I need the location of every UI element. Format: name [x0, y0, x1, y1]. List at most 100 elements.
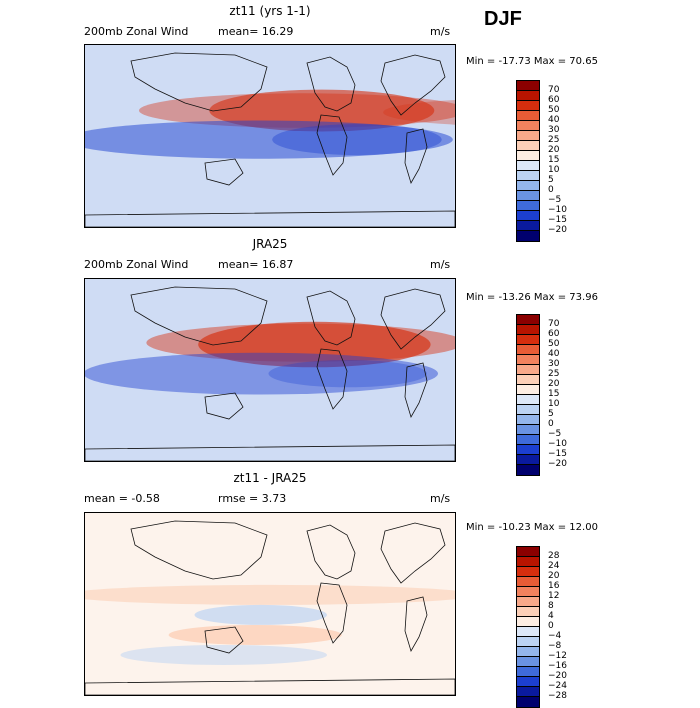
colorbar-swatch: [517, 345, 539, 355]
colorbar-tick-label: −20: [548, 671, 567, 681]
colorbar-swatch: [517, 465, 539, 475]
colorbar-swatch: [517, 81, 539, 91]
panel-title: zt11 - JRA25: [233, 471, 307, 485]
colorbar-tick-label: 20: [548, 571, 560, 581]
coastline: [316, 348, 348, 410]
colorbar-tick-label: 30: [548, 125, 560, 135]
min-max-label: Min = -10.23 Max = 12.00: [466, 522, 598, 533]
coastline: [130, 52, 268, 112]
mean-value: mean = -0.58: [84, 492, 160, 505]
colorbar-tick-label: −28: [548, 691, 567, 701]
coastline: [306, 290, 356, 346]
colorbar-tick-label: 10: [548, 399, 560, 409]
colorbar-tick-label: 50: [548, 105, 560, 115]
colorbar-swatch: [517, 445, 539, 455]
colorbar-swatch: [517, 405, 539, 415]
mean-value: mean= 16.29: [218, 25, 294, 38]
min-max-label: Min = -17.73 Max = 70.65: [466, 56, 598, 67]
colorbar-swatch: [517, 425, 539, 435]
colorbar-swatch: [517, 141, 539, 151]
colorbar-tick-label: −8: [548, 641, 562, 651]
colorbar-swatch: [517, 131, 539, 141]
units-label: m/s: [430, 492, 451, 505]
map-svg: [85, 279, 455, 461]
coastline: [130, 286, 268, 346]
rmse-value: rmse = 3.73: [218, 492, 287, 505]
wind-band: [120, 644, 327, 665]
colorbar-tick-label: 8: [548, 601, 554, 611]
colorbar-tick-label: −4: [548, 631, 562, 641]
colorbar-swatch: [517, 577, 539, 587]
colorbar-tick-label: 50: [548, 339, 560, 349]
colorbar-tick-label: −10: [548, 439, 567, 449]
colorbar-swatch: [517, 171, 539, 181]
colorbar-swatch: [517, 231, 539, 241]
colorbar-swatch: [517, 201, 539, 211]
colorbar-tick-label: −20: [548, 225, 567, 235]
colorbar-swatch: [517, 385, 539, 395]
colorbar-labels: 70 60 50 40 30 25 20 15 10 5 0 −5 −10 −15 −20: [548, 319, 567, 469]
wind-band: [85, 352, 438, 395]
colorbar-swatch: [517, 455, 539, 465]
colorbar-tick-label: 0: [548, 185, 554, 195]
map-plot: [84, 44, 456, 228]
colorbar-tick-label: −24: [548, 681, 567, 691]
colorbar-tick-label: −12: [548, 651, 567, 661]
colorbar-swatch: [517, 697, 539, 707]
colorbar-swatch: [517, 211, 539, 221]
colorbar-tick-label: 25: [548, 369, 560, 379]
colorbar-tick-label: −15: [548, 449, 567, 459]
colorbar-swatch: [517, 657, 539, 667]
colorbar-tick-label: 16: [548, 581, 560, 591]
colorbar-tick-label: 24: [548, 561, 560, 571]
panel-title: JRA25: [252, 237, 288, 251]
colorbar-swatch: [517, 365, 539, 375]
colorbar-swatch: [517, 121, 539, 131]
wind-band: [168, 624, 342, 645]
colorbar-swatch: [517, 315, 539, 325]
coastline: [380, 522, 446, 584]
field-label: 200mb Zonal Wind: [84, 258, 189, 271]
colorbar-labels: 70 60 50 40 30 25 20 15 10 5 0 −5 −10 −15 −20: [548, 85, 567, 235]
colorbar-swatch: [517, 587, 539, 597]
map-background: [85, 279, 455, 461]
colorbar-tick-label: −16: [548, 661, 567, 671]
colorbar-tick-label: −5: [548, 429, 562, 439]
coastline: [380, 54, 446, 116]
colorbar-swatch: [517, 101, 539, 111]
colorbar-tick-label: 5: [548, 175, 554, 185]
colorbar-swatch: [517, 191, 539, 201]
season-label: DJF: [484, 8, 522, 30]
colorbar-swatch: [517, 597, 539, 607]
colorbar-swatch: [517, 161, 539, 171]
colorbar-swatch: [517, 375, 539, 385]
colorbar: [516, 314, 540, 476]
wind-band: [85, 584, 455, 605]
coastline: [204, 392, 244, 420]
colorbar-swatch: [517, 647, 539, 657]
colorbar-swatch: [517, 221, 539, 231]
colorbar-swatch: [517, 547, 539, 557]
wind-band: [272, 124, 442, 156]
colorbar-swatch: [517, 557, 539, 567]
coastline: [404, 596, 428, 653]
coastline: [380, 288, 446, 350]
colorbar-tick-label: 40: [548, 349, 560, 359]
colorbar-tick-label: 40: [548, 115, 560, 125]
wind-band: [85, 120, 453, 159]
colorbar: [516, 80, 540, 242]
map-svg: [85, 45, 455, 227]
panel-title: zt11 (yrs 1-1): [229, 4, 311, 18]
colorbar-tick-label: −15: [548, 215, 567, 225]
colorbar-tick-label: 60: [548, 95, 560, 105]
coastline: [85, 678, 455, 695]
map-svg: [85, 513, 455, 695]
colorbar-swatch: [517, 677, 539, 687]
colorbar-swatch: [517, 667, 539, 677]
colorbar-swatch: [517, 567, 539, 577]
colorbar-tick-label: 25: [548, 135, 560, 145]
colorbar-tick-label: 28: [548, 551, 560, 561]
coastline: [404, 128, 428, 185]
colorbar-swatch: [517, 335, 539, 345]
colorbar-swatch: [517, 111, 539, 121]
